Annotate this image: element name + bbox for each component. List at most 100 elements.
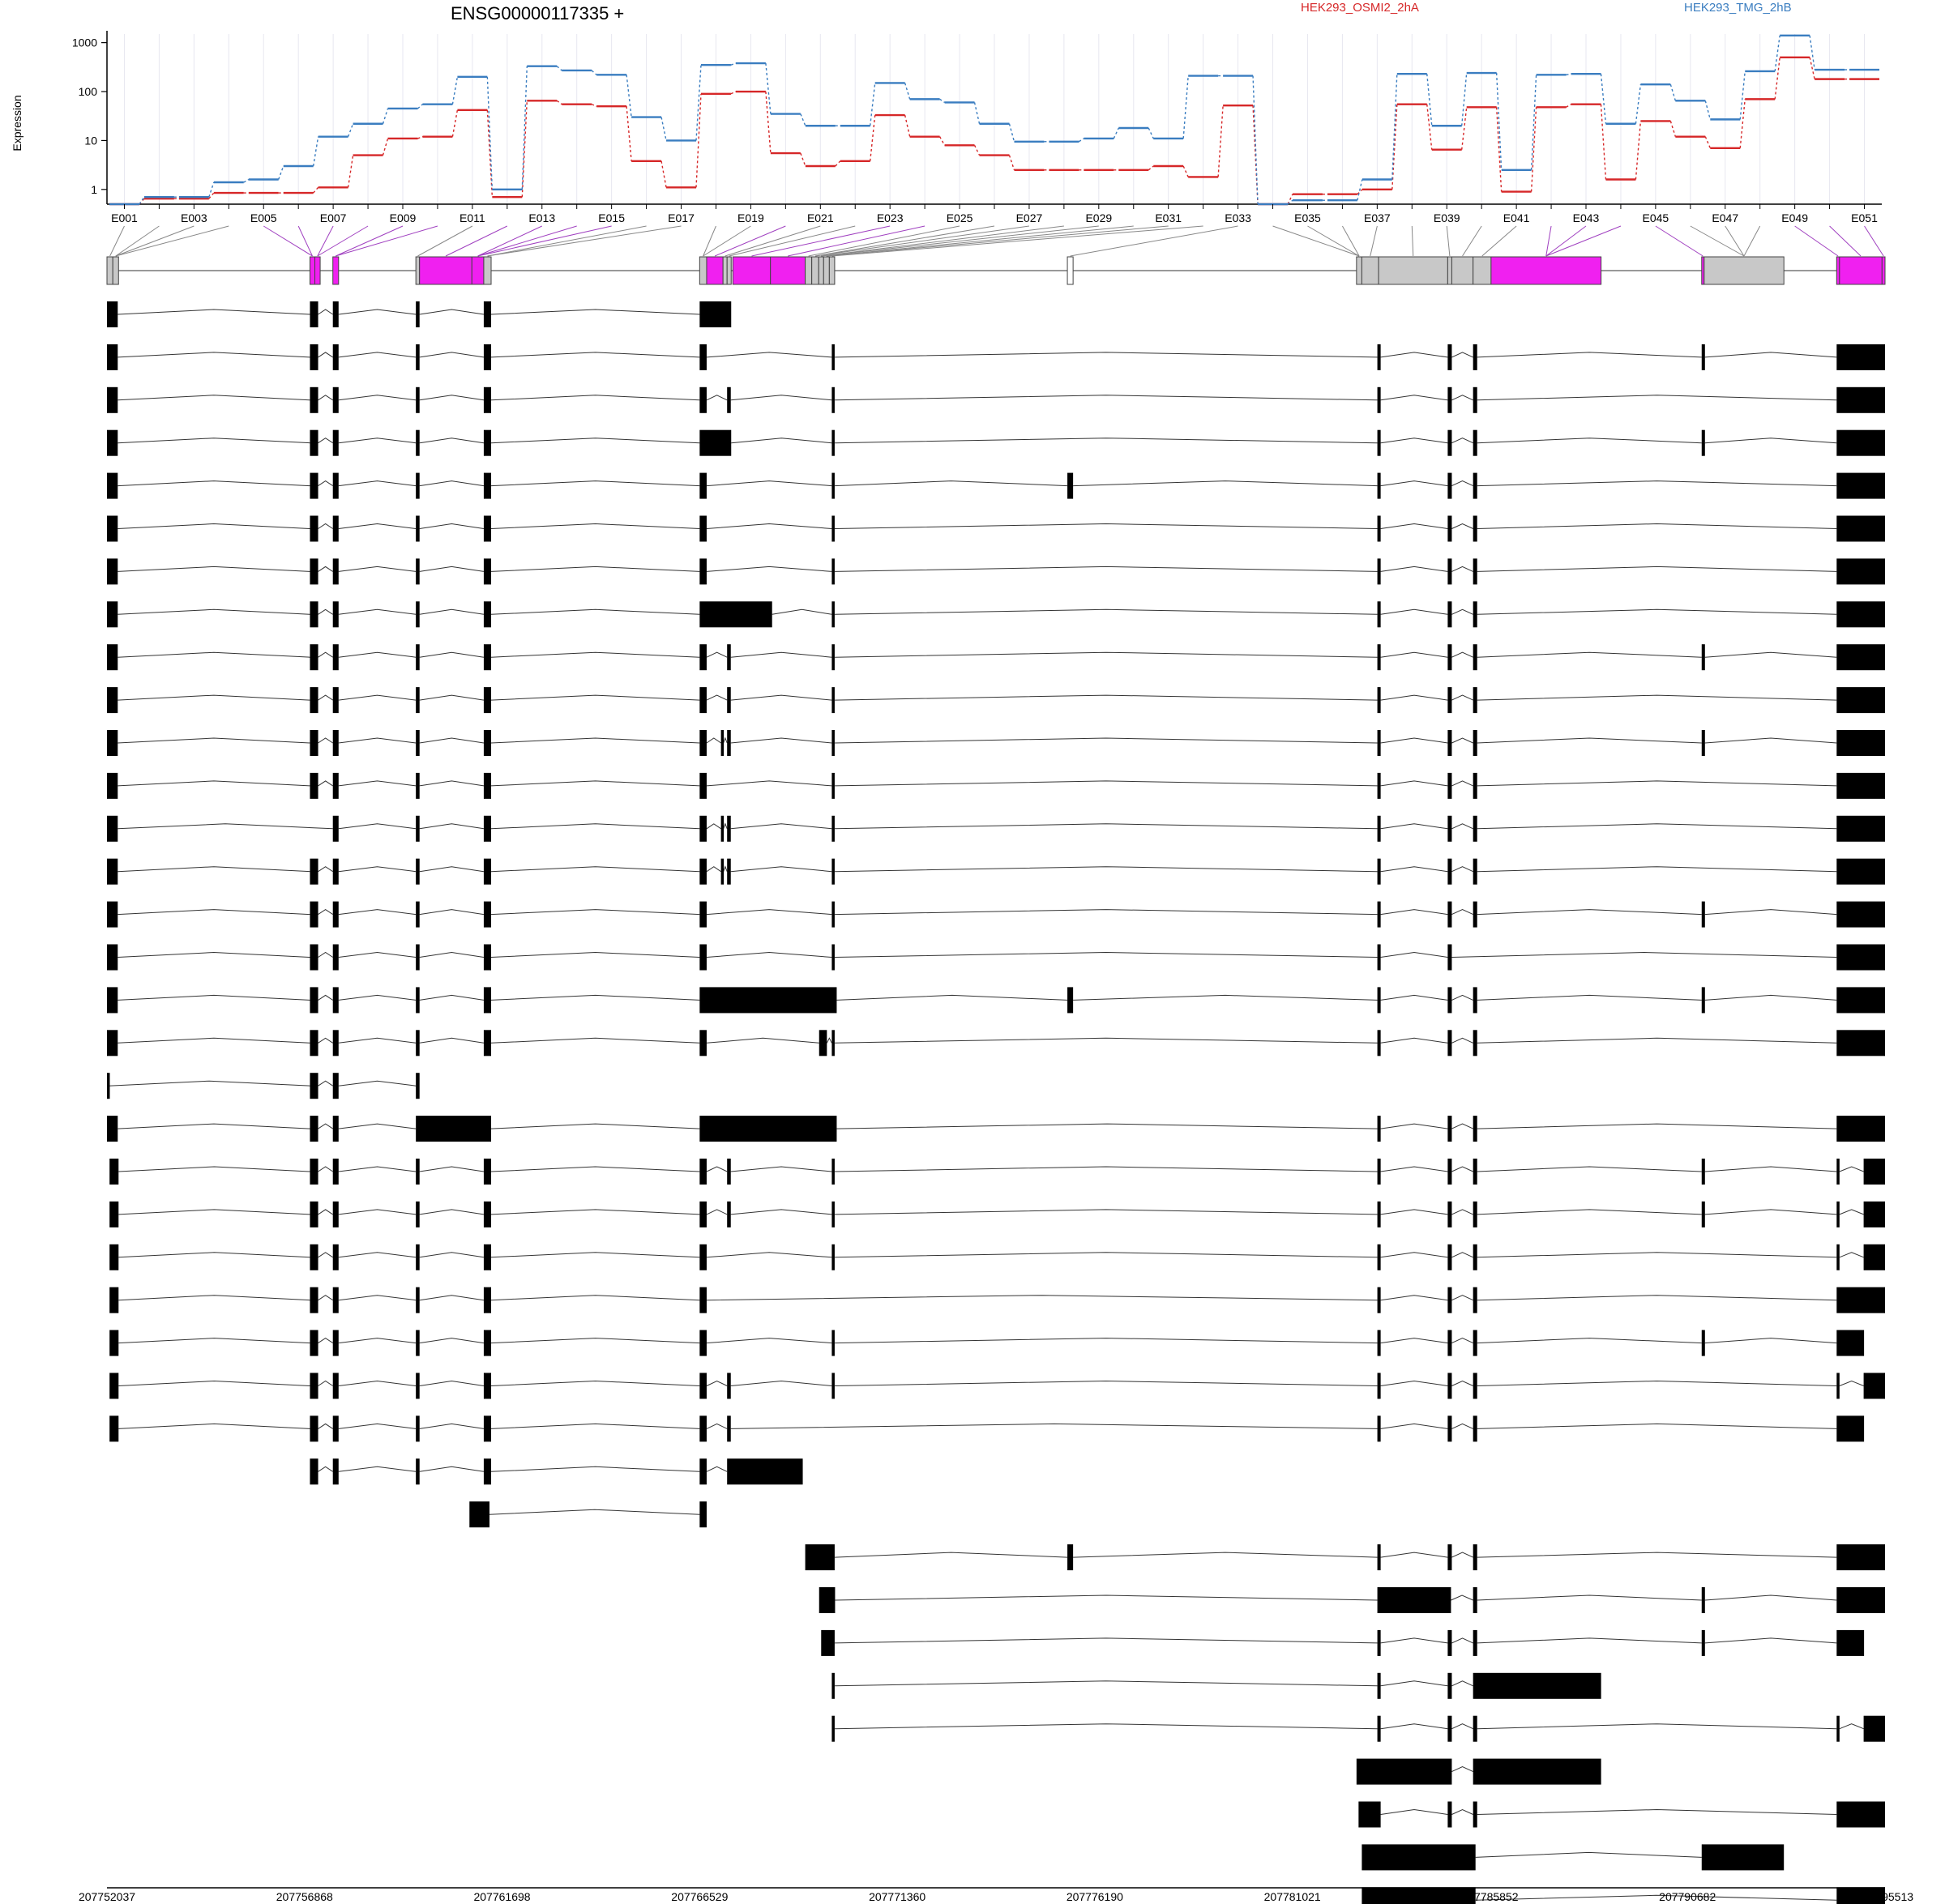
transcript-exon: [483, 1330, 492, 1356]
transcript-exon: [699, 515, 707, 542]
intron-line: [706, 1252, 832, 1258]
intron-line: [1380, 480, 1448, 487]
intron-line: [1451, 780, 1473, 787]
intron-line: [338, 1380, 417, 1386]
series-connector: [1635, 84, 1642, 124]
transcript-exon: [1473, 1287, 1477, 1313]
transcript-exon: [1377, 1415, 1381, 1442]
transcript-exon: [483, 858, 492, 885]
exon-connector: [487, 225, 647, 257]
transcript-exon: [416, 344, 420, 370]
transcript-exon: [310, 601, 318, 628]
intron-line: [490, 737, 700, 744]
exon-box: [770, 256, 806, 285]
transcript-exon: [1836, 1373, 1840, 1399]
x-tick-label: E001: [111, 211, 138, 224]
intron-line: [419, 566, 485, 572]
transcript-exon: [1447, 944, 1452, 971]
transcript-exon: [1473, 472, 1477, 499]
intron-line: [338, 737, 417, 744]
intron-line: [834, 1552, 1068, 1558]
transcript-exon: [1701, 1330, 1705, 1356]
intron-line: [1477, 1252, 1837, 1258]
series-connector: [1391, 74, 1398, 180]
series-connector: [1217, 105, 1224, 177]
transcript-exon: [1377, 386, 1381, 413]
legend-entry-tmg: HEK293_TMG_2hB: [1684, 1, 1792, 15]
intron-line: [419, 694, 485, 701]
transcript-exon: [483, 644, 492, 671]
intron-line: [834, 737, 1378, 744]
transcript-exon: [1377, 1244, 1381, 1270]
exon-box: [471, 256, 485, 285]
intron-line: [1477, 1166, 1702, 1172]
exon-connector: [1446, 225, 1451, 257]
transcript-exon: [1836, 687, 1885, 714]
series-connector: [1287, 199, 1293, 205]
transcript-exon: [310, 730, 318, 756]
intron-line: [318, 1123, 333, 1129]
intron-line: [338, 909, 417, 916]
transcript-exon: [720, 730, 725, 756]
series-connector: [1739, 99, 1746, 148]
intron-line: [834, 823, 1378, 830]
intron-line: [706, 1037, 819, 1044]
intron-line: [419, 866, 485, 873]
transcript-exon: [1377, 944, 1381, 971]
transcript-exon: [1473, 1373, 1477, 1399]
intron-line: [723, 736, 728, 744]
intron-line: [118, 395, 310, 401]
transcript-exon: [483, 687, 492, 714]
series-connector: [1008, 123, 1015, 142]
intron-line: [490, 608, 700, 615]
intron-line: [730, 823, 832, 830]
transcript-exon: [1356, 1758, 1452, 1785]
intron-line: [1451, 737, 1473, 744]
intron-line: [490, 480, 700, 487]
transcript-exon: [1362, 1844, 1476, 1871]
intron-line: [338, 309, 417, 315]
series-connector: [1113, 127, 1119, 139]
y-tick-label: 10: [84, 134, 97, 147]
transcript-exon: [1447, 1159, 1452, 1185]
transcript-exon: [416, 944, 420, 971]
transcript-exon: [1447, 858, 1452, 885]
intron-line: [490, 1423, 700, 1429]
intron-line: [318, 651, 333, 658]
transcript-exon: [699, 644, 707, 671]
intron-line: [338, 1295, 417, 1301]
x-tick-label: E045: [1643, 211, 1669, 224]
transcript-exon: [109, 1159, 119, 1185]
transcript-exon: [1067, 472, 1074, 499]
transcript-exon: [1447, 687, 1452, 714]
intron-line: [1704, 994, 1837, 1001]
transcript-exon: [332, 987, 339, 1014]
transcript-exon: [310, 1159, 318, 1185]
transcript-exon: [1701, 987, 1705, 1014]
series-connector: [870, 83, 876, 126]
transcript-exon: [1473, 815, 1477, 842]
intron-line: [723, 865, 728, 872]
intron-line: [1380, 866, 1448, 873]
exon-box: [1836, 256, 1840, 285]
transcript-exon: [1836, 1629, 1865, 1656]
intron-line: [118, 780, 310, 787]
transcript-exon: [416, 772, 420, 799]
intron-line: [118, 1338, 310, 1344]
transcript-exon: [699, 1501, 707, 1528]
transcript-exon: [831, 772, 835, 799]
intron-line: [1477, 352, 1702, 358]
transcript-exon: [1447, 1672, 1452, 1699]
genomic-tick-label: 207756868: [276, 1890, 333, 1903]
transcript-exon: [1836, 1587, 1885, 1613]
transcript-exon: [332, 644, 339, 671]
series-connector: [800, 113, 806, 126]
intron-line: [834, 1209, 1378, 1215]
transcript-exon: [831, 687, 835, 714]
transcript-exon: [1447, 344, 1452, 370]
y-tick-label: 1000: [72, 36, 97, 49]
intron-line: [834, 1166, 1378, 1172]
transcript-exon: [483, 1244, 492, 1270]
transcript-exon: [107, 301, 118, 327]
intron-line: [318, 1252, 333, 1258]
